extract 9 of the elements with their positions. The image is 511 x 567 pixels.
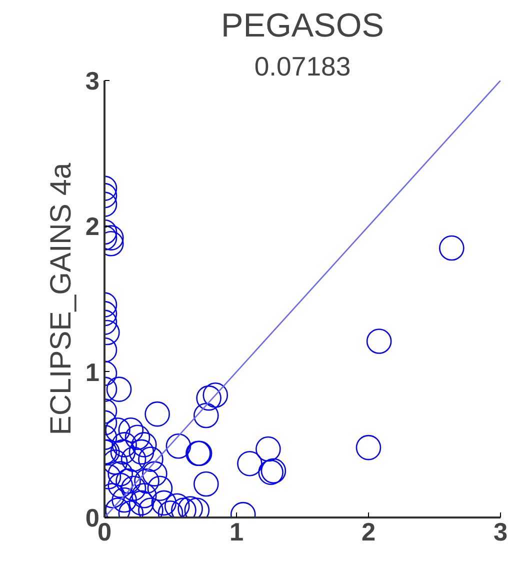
y-axis-title: ECLIPSE_GAINS 4a [44,162,78,436]
y-tick-label: 2 [85,213,100,242]
x-tick-label: 2 [361,518,376,546]
x-tick-label: 3 [493,518,508,546]
chart-subtitle: 0.07183 [254,52,351,82]
y-tick-label: 3 [85,68,100,96]
chart-title: PEGASOS [221,8,384,44]
y-tick-label: 1 [85,358,100,387]
x-tick-label: 1 [229,518,244,546]
